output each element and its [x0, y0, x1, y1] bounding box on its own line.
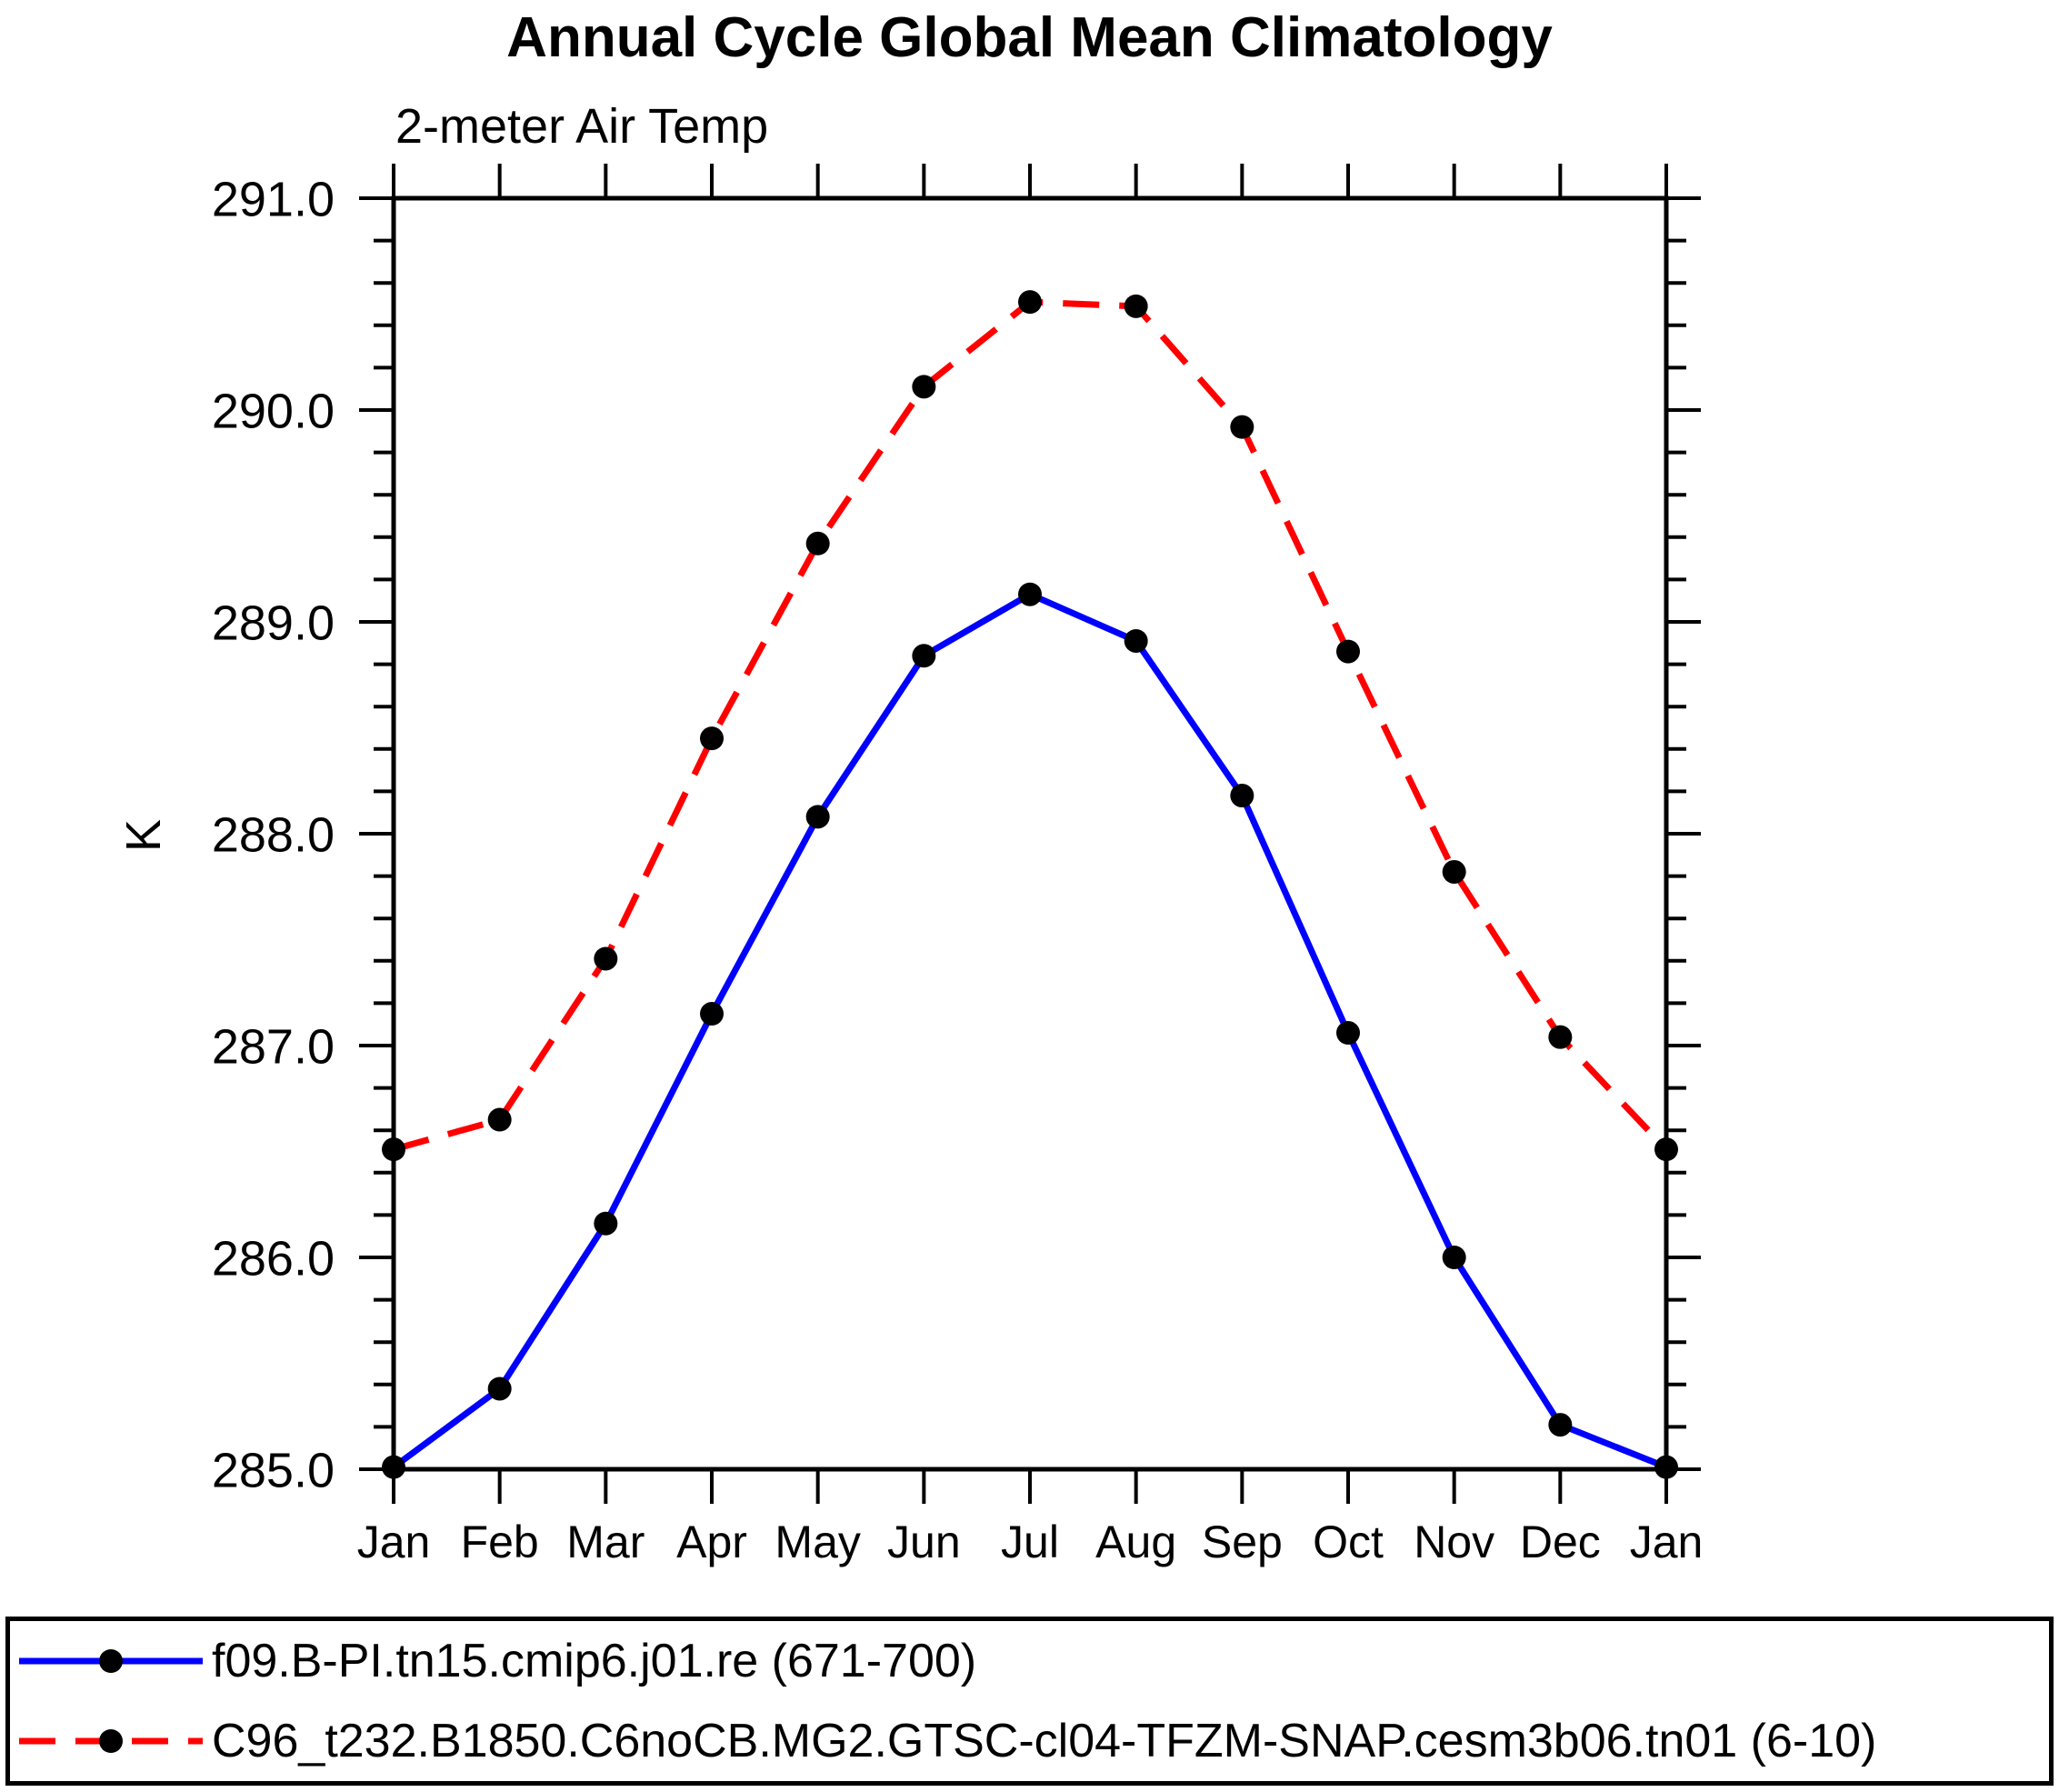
data-point — [912, 644, 936, 668]
data-point — [594, 946, 618, 971]
data-point — [700, 1002, 724, 1026]
legend-label-blue: f09.B-PI.tn15.cmip6.j01.re (671-700) — [212, 1635, 977, 1687]
legend: f09.B-PI.tn15.cmip6.j01.re (671-700) C96… — [5, 1617, 2054, 1786]
x-tick-label: Oct — [1313, 1517, 1384, 1567]
chart-title: Annual Cycle Global Mean Climatology — [506, 6, 1553, 69]
data-point — [382, 1455, 405, 1479]
x-tick-label: Aug — [1095, 1517, 1176, 1567]
data-point — [1124, 294, 1148, 318]
data-point — [1548, 1025, 1573, 1049]
x-tick-label: Sep — [1202, 1517, 1283, 1567]
data-point — [1654, 1137, 1678, 1162]
y-tick-label: 285.0 — [212, 1443, 335, 1497]
legend-line-sample-red — [19, 1729, 203, 1753]
x-tick-label: May — [775, 1517, 860, 1567]
series-line-0 — [391, 590, 1668, 1470]
y-tick-label: 286.0 — [212, 1231, 335, 1286]
data-point — [1548, 1413, 1573, 1437]
legend-entry-blue: f09.B-PI.tn15.cmip6.j01.re (671-700) — [10, 1621, 2049, 1701]
data-point — [1336, 1021, 1360, 1046]
data-point — [1018, 290, 1042, 315]
legend-sample-marker — [99, 1649, 123, 1673]
legend-sample-marker — [99, 1729, 123, 1753]
x-tick-label: Jun — [887, 1517, 961, 1567]
data-point — [1124, 628, 1148, 653]
data-point — [382, 1137, 405, 1162]
y-tick-label: 288.0 — [212, 807, 335, 862]
data-point — [805, 805, 830, 829]
data-point — [805, 531, 830, 556]
y-tick-label: 289.0 — [212, 596, 335, 650]
y-tick-label: 291.0 — [212, 172, 335, 226]
data-point — [1442, 1246, 1466, 1269]
x-tick-label: Mar — [566, 1517, 645, 1567]
chart-subtitle: 2-meter Air Temp — [395, 99, 769, 154]
plot-frame — [391, 195, 1669, 1472]
data-point — [487, 1377, 512, 1401]
data-point — [700, 726, 724, 751]
x-tick-label: Apr — [676, 1517, 747, 1567]
x-tick-label: Jan — [357, 1517, 431, 1567]
data-point — [1230, 415, 1254, 439]
x-tick-label: Nov — [1414, 1517, 1494, 1567]
data-point — [912, 375, 936, 399]
x-tick-label: Dec — [1520, 1517, 1601, 1567]
x-tick-label: Jul — [1001, 1517, 1059, 1567]
y-tick-label: 290.0 — [212, 384, 335, 438]
legend-label-red: C96_t232.B1850.C6noCB.MG2.GTSC-cl04-TFZM… — [212, 1715, 1877, 1767]
series-line-1 — [393, 298, 1669, 1153]
data-point — [487, 1107, 512, 1132]
x-tick-label: Jan — [1630, 1517, 1704, 1567]
legend-line-sample-blue — [19, 1649, 203, 1673]
legend-entry-red: C96_t232.B1850.C6noCB.MG2.GTSC-cl04-TFZM… — [10, 1701, 2049, 1781]
x-tick-label: Feb — [461, 1517, 539, 1567]
data-point — [1654, 1455, 1678, 1479]
y-tick-label: 287.0 — [212, 1019, 335, 1074]
data-point — [1018, 582, 1042, 606]
data-point — [1336, 639, 1360, 664]
data-point — [1230, 784, 1254, 808]
data-point — [1442, 859, 1466, 884]
data-point — [594, 1211, 618, 1236]
